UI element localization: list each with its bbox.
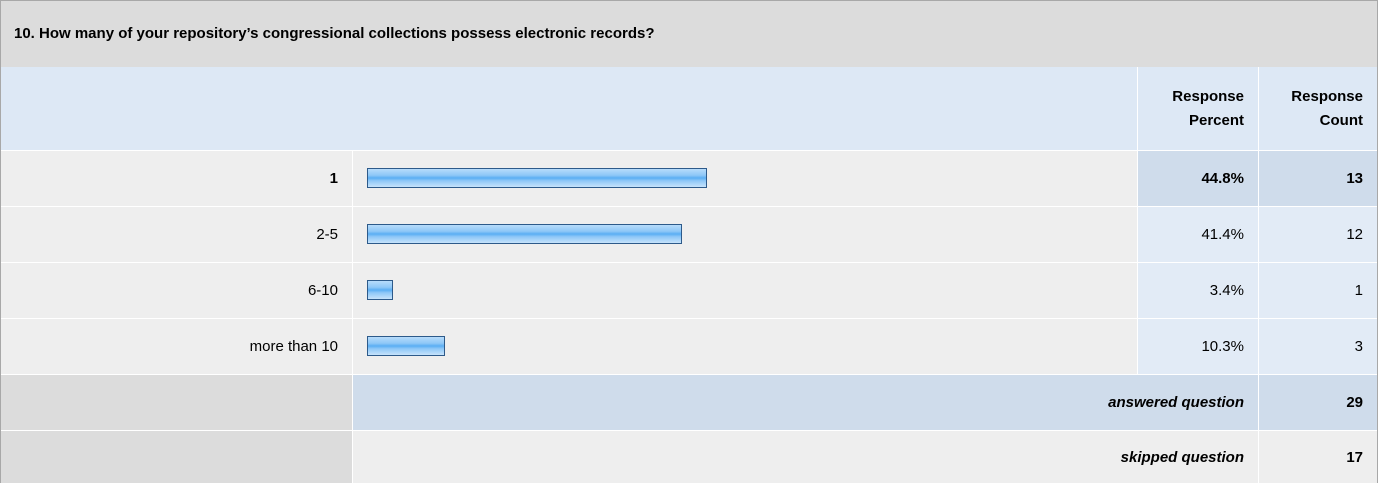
- response-count-header-label: Response Count: [1291, 87, 1363, 129]
- table-row: more than 10 10.3% 3: [1, 318, 1377, 374]
- answered-question-value: 29: [1258, 375, 1377, 430]
- table-row: 6-10 3.4% 1: [1, 262, 1377, 318]
- response-count-header: Response Count: [1258, 67, 1377, 150]
- answered-question-row: answered question 29: [1, 374, 1377, 430]
- response-count-value: 1: [1258, 263, 1377, 318]
- response-count-value: 3: [1258, 319, 1377, 374]
- bar-cell: [353, 151, 1137, 206]
- response-percent-header-label: Response Percent: [1172, 87, 1244, 129]
- column-header-row: Response Percent Response Count: [1, 67, 1377, 150]
- category-label: 1: [1, 151, 353, 206]
- summary-spacer: [1, 431, 353, 483]
- skipped-question-value: 17: [1258, 431, 1377, 483]
- bar-cell: [353, 263, 1137, 318]
- response-percent-value: 10.3%: [1137, 319, 1258, 374]
- response-percent-header: Response Percent: [1137, 67, 1258, 150]
- bar: [367, 224, 682, 244]
- category-label: 2-5: [1, 207, 353, 262]
- answered-question-label: answered question: [353, 375, 1258, 430]
- response-count-value: 13: [1258, 151, 1377, 206]
- bar-cell: [353, 319, 1137, 374]
- response-percent-value: 3.4%: [1137, 263, 1258, 318]
- bar: [367, 336, 445, 356]
- response-percent-value: 41.4%: [1137, 207, 1258, 262]
- question-title: 10. How many of your repository’s congre…: [14, 25, 655, 42]
- table-row: 1 44.8% 13: [1, 150, 1377, 206]
- response-percent-value: 44.8%: [1137, 151, 1258, 206]
- skipped-question-label: skipped question: [353, 431, 1258, 483]
- category-label: 6-10: [1, 263, 353, 318]
- response-count-value: 12: [1258, 207, 1377, 262]
- summary-spacer: [1, 375, 353, 430]
- question-title-row: 10. How many of your repository’s congre…: [1, 1, 1377, 68]
- bar: [367, 280, 393, 300]
- skipped-question-row: skipped question 17: [1, 430, 1377, 483]
- table-row: 2-5 41.4% 12: [1, 206, 1377, 262]
- bar-cell: [353, 207, 1137, 262]
- bar: [367, 168, 707, 188]
- category-label: more than 10: [1, 319, 353, 374]
